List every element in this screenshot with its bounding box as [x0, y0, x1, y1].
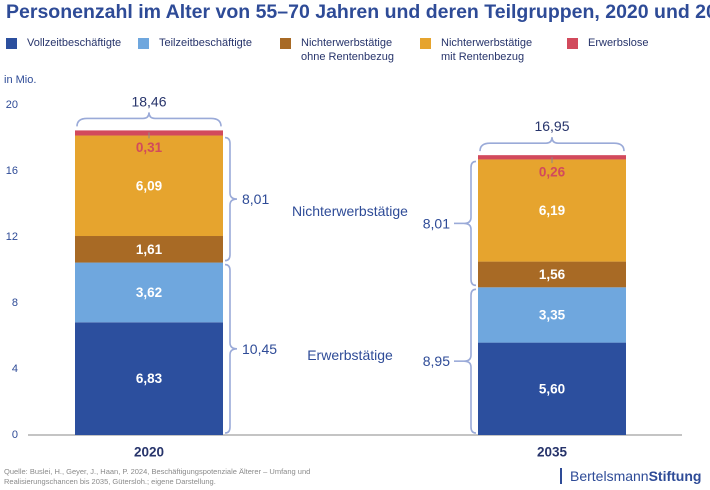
bar-segment — [75, 135, 223, 237]
legend-label-erwerbslose: Erwerbslose — [588, 37, 649, 49]
data-label: 3,35 — [539, 307, 566, 322]
legend-item-ohne-rente: Nichterwerbstätige ohne Rentenbezug — [280, 36, 394, 64]
y-axis-label: in Mio. — [4, 74, 36, 86]
group-brace — [224, 136, 238, 262]
legend-label-teilzeit: Teilzeitbeschäftigte — [159, 37, 252, 49]
data-label: 0,26 — [539, 165, 566, 180]
y-tick-label: 20 — [6, 99, 18, 111]
legend-label-ohne-rente: Nichterwerbstätige ohne Rentenbezug — [301, 37, 394, 63]
group-name: Nichterwerbstätige — [292, 203, 408, 219]
bar-segment — [478, 261, 626, 288]
data-label: 6,83 — [136, 371, 163, 386]
chart-title: Personenzahl im Alter von 55–70 Jahren u… — [6, 1, 710, 23]
legend-label-mit-rente: Nichterwerbstätige mit Rentenbezug — [441, 37, 533, 63]
source-note: Quelle: Buslei, H., Geyer, J., Haan, P. … — [4, 467, 311, 486]
legend-swatch-erwerbslose — [567, 38, 578, 49]
legend-item-mit-rente: Nichterwerbstätige mit Rentenbezug — [420, 36, 532, 64]
brand-logo-regular: Bertelsmann — [570, 468, 649, 484]
group-brace — [463, 160, 477, 287]
x-tick-label: 2020 — [134, 445, 164, 460]
bar-segment — [478, 159, 626, 262]
data-label: 1,61 — [136, 242, 163, 257]
group-brace — [224, 263, 238, 434]
bar-segment — [75, 236, 223, 263]
group-name: Erwerbstätige — [307, 347, 393, 363]
legend-swatch-vollzeit — [6, 38, 17, 49]
legend-label-vollzeit: Vollzeitbeschäftigte — [27, 37, 122, 49]
x-tick-label: 2035 — [537, 445, 568, 460]
y-tick-label: 12 — [6, 231, 18, 243]
y-tick-label: 0 — [12, 429, 18, 441]
brand-logo-bold: Stiftung — [648, 468, 702, 484]
data-label: 6,09 — [136, 178, 162, 193]
group-total-label: 8,01 — [242, 191, 269, 207]
legend-item-erwerbslose: Erwerbslose — [567, 36, 649, 50]
legend-swatch-mit-rente — [420, 38, 431, 49]
group-total-label: 8,95 — [423, 353, 450, 369]
total-brace — [76, 112, 222, 127]
bar-segment — [478, 342, 626, 435]
data-label: 3,62 — [136, 285, 162, 300]
total-label: 18,46 — [131, 93, 166, 109]
total-brace — [479, 137, 625, 152]
data-label: 6,19 — [539, 203, 565, 218]
group-total-label: 8,01 — [423, 215, 450, 231]
group-total-label: 10,45 — [242, 341, 277, 357]
legend-item-teilzeit: Teilzeitbeschäftigte — [138, 36, 252, 50]
bar-segment — [478, 287, 626, 343]
y-tick-label: 8 — [12, 297, 18, 309]
group-brace — [463, 288, 477, 434]
data-label: 5,60 — [539, 381, 565, 396]
bar-segment — [75, 322, 223, 435]
data-label: 0,31 — [136, 140, 163, 155]
y-tick-label: 16 — [6, 165, 18, 177]
legend-swatch-ohne-rente — [280, 38, 291, 49]
bar-segment — [75, 262, 223, 323]
legend: Vollzeitbeschäftigte Teilzeitbeschäftigt… — [0, 36, 710, 68]
legend-item-vollzeit: Vollzeitbeschäftigte — [6, 36, 121, 50]
y-tick-label: 4 — [12, 363, 18, 375]
legend-swatch-teilzeit — [138, 38, 149, 49]
brand-logo: BertelsmannStiftung — [560, 468, 701, 484]
data-label: 1,56 — [539, 267, 566, 282]
total-label: 16,95 — [534, 118, 569, 134]
